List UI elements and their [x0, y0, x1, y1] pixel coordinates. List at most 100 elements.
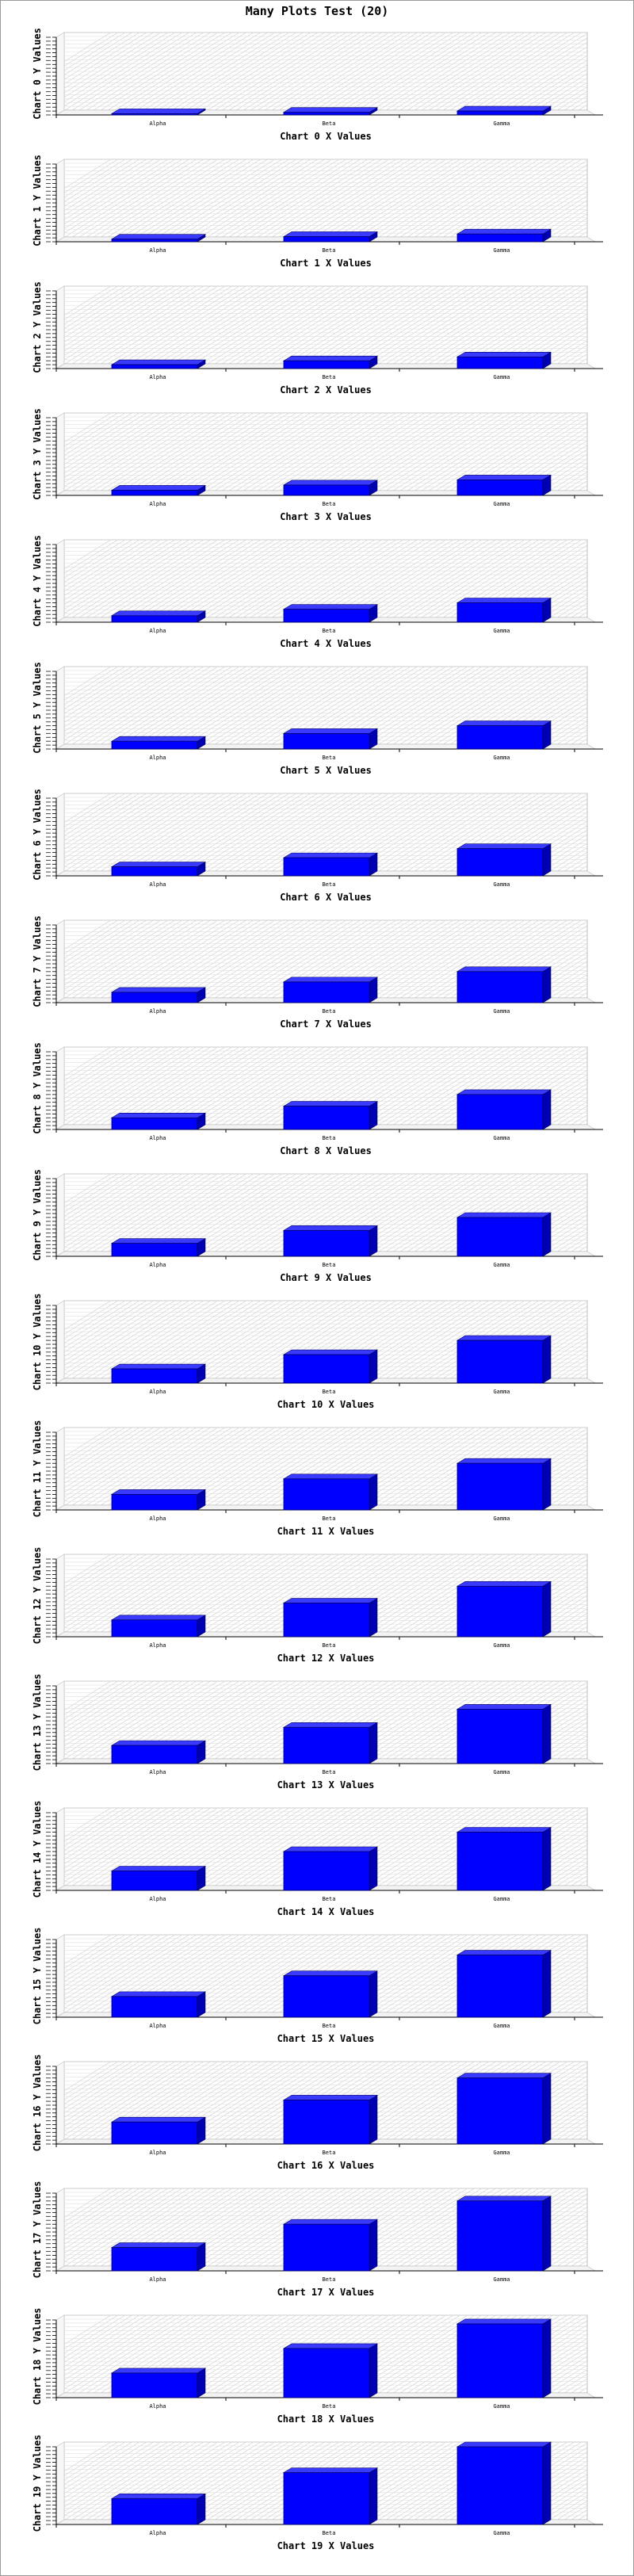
- grid-line: [542, 2111, 587, 2139]
- bar-alpha: [110, 1489, 207, 1511]
- grid-line: [535, 1345, 587, 1378]
- grid-line: [607, 540, 634, 617]
- grid-line: [64, 2062, 125, 2100]
- grid-line: [549, 1862, 587, 1886]
- plot-side-wall: [55, 32, 65, 116]
- plot-side-wall: [55, 1173, 65, 1257]
- bar-alpha: [110, 1615, 207, 1638]
- grid-line: [593, 1301, 634, 1378]
- bar-top: [456, 843, 552, 849]
- grid-line: [563, 2251, 587, 2266]
- grid-line: [607, 2315, 634, 2393]
- bar-gamma: [456, 228, 552, 243]
- bar-side: [197, 2493, 206, 2525]
- bar-front: [111, 1871, 198, 1891]
- grid-line: [556, 2246, 587, 2266]
- bar-front: [111, 1117, 198, 1130]
- grid-line: [64, 2188, 118, 2222]
- bar-top: [110, 1866, 207, 1871]
- bar-alpha: [110, 610, 207, 623]
- bar-front: [283, 1229, 370, 1257]
- grid-line: [600, 2315, 634, 2393]
- grid-line: [64, 1174, 118, 1208]
- chart-0: Alpha Beta Gamma Chart 0 X Values Chart 0 Y …: [32, 28, 634, 142]
- grid-line: [621, 667, 634, 744]
- plot-side-wall: [55, 1300, 65, 1384]
- grid-line: [585, 2391, 587, 2393]
- bar-gamma: [456, 597, 552, 623]
- bar-top: [110, 1363, 207, 1370]
- chart-3: Alpha Beta Gamma Chart 3 X Values Chart 3 Y …: [32, 408, 634, 522]
- chart-14: Alpha Beta Gamma Chart 14 X Values Chart 14 …: [32, 1801, 634, 1917]
- x-axis-title: Chart 3 X Values: [280, 511, 372, 522]
- grid-line: [535, 204, 587, 237]
- grid-line: [607, 1935, 634, 2012]
- grid-line: [628, 1808, 634, 1886]
- bar-side: [369, 1722, 378, 1764]
- bar-front: [456, 1832, 544, 1891]
- bar-alpha: [110, 1363, 207, 1384]
- y-axis-title: Chart 12 Y Values: [32, 1547, 43, 1645]
- grid-line: [593, 159, 634, 237]
- x-tick-label: Gamma: [493, 1515, 510, 1522]
- grid-line: [549, 1228, 587, 1252]
- x-axis-title: Chart 13 X Values: [277, 1779, 375, 1791]
- grid-line: [621, 1301, 634, 1378]
- bar-gamma: [456, 1089, 552, 1130]
- grid-line: [64, 413, 125, 452]
- bar-side: [542, 1089, 552, 1130]
- grid-line: [614, 159, 634, 237]
- bar-side: [369, 2094, 378, 2145]
- grid-line: [563, 983, 587, 998]
- grid-line: [621, 1808, 634, 1886]
- grid-line: [593, 2442, 634, 2520]
- grid-line: [64, 1808, 125, 1847]
- grid-line: [600, 413, 634, 491]
- grid-line: [607, 32, 634, 110]
- x-tick-label: Beta: [323, 755, 336, 761]
- grid-line: [614, 2442, 634, 2520]
- x-axis-title: Chart 18 X Values: [277, 2414, 375, 2425]
- y-axis-title: Chart 0 Y Values: [32, 28, 43, 120]
- x-tick-label: Beta: [323, 1896, 336, 1902]
- y-axis-title: Chart 11 Y Values: [32, 1420, 43, 1518]
- grid-line: [528, 200, 587, 237]
- y-axis-title: Chart 17 Y Values: [32, 2181, 43, 2279]
- grid-line: [549, 974, 587, 998]
- bar-top: [282, 1722, 379, 1728]
- x-tick-label: Beta: [323, 2150, 336, 2156]
- bar-front: [111, 740, 198, 750]
- grid-line: [563, 1744, 587, 1759]
- grid-line: [600, 793, 634, 871]
- grid-line: [563, 2378, 587, 2393]
- grid-line: [600, 1554, 634, 1632]
- grid-line: [607, 793, 634, 871]
- bar-top: [110, 109, 207, 114]
- grid-line: [64, 793, 125, 832]
- bar-alpha: [110, 736, 207, 750]
- grid-line: [549, 340, 587, 364]
- grid-line: [585, 1504, 587, 1505]
- x-tick-label: Gamma: [493, 247, 510, 254]
- grid-line: [535, 584, 587, 617]
- bar-top: [110, 2494, 207, 2499]
- bar-front: [283, 1478, 370, 1511]
- grid-line: [64, 413, 118, 447]
- grid-line: [64, 2315, 111, 2345]
- bar-gamma: [456, 1458, 552, 1511]
- grid-line: [556, 1359, 587, 1378]
- chart-9: Alpha Beta Gamma Chart 9 X Values Chart 9 Y …: [32, 1169, 603, 1283]
- grid-line: [64, 1554, 125, 1593]
- grid-line: [64, 413, 111, 443]
- bar-top: [282, 1101, 379, 1106]
- x-axis-title: Chart 19 X Values: [277, 2540, 375, 2551]
- bar-top: [110, 2242, 207, 2248]
- grid-line: [64, 1554, 118, 1588]
- bar-beta: [282, 728, 379, 750]
- grid-line: [556, 1105, 587, 1125]
- y-axis-title: Chart 9 Y Values: [32, 1169, 43, 1261]
- bar-top: [110, 1113, 207, 1118]
- x-tick-label: Gamma: [493, 1896, 510, 1902]
- bar-front: [111, 2372, 198, 2398]
- x-tick-label: Alpha: [149, 1262, 166, 1268]
